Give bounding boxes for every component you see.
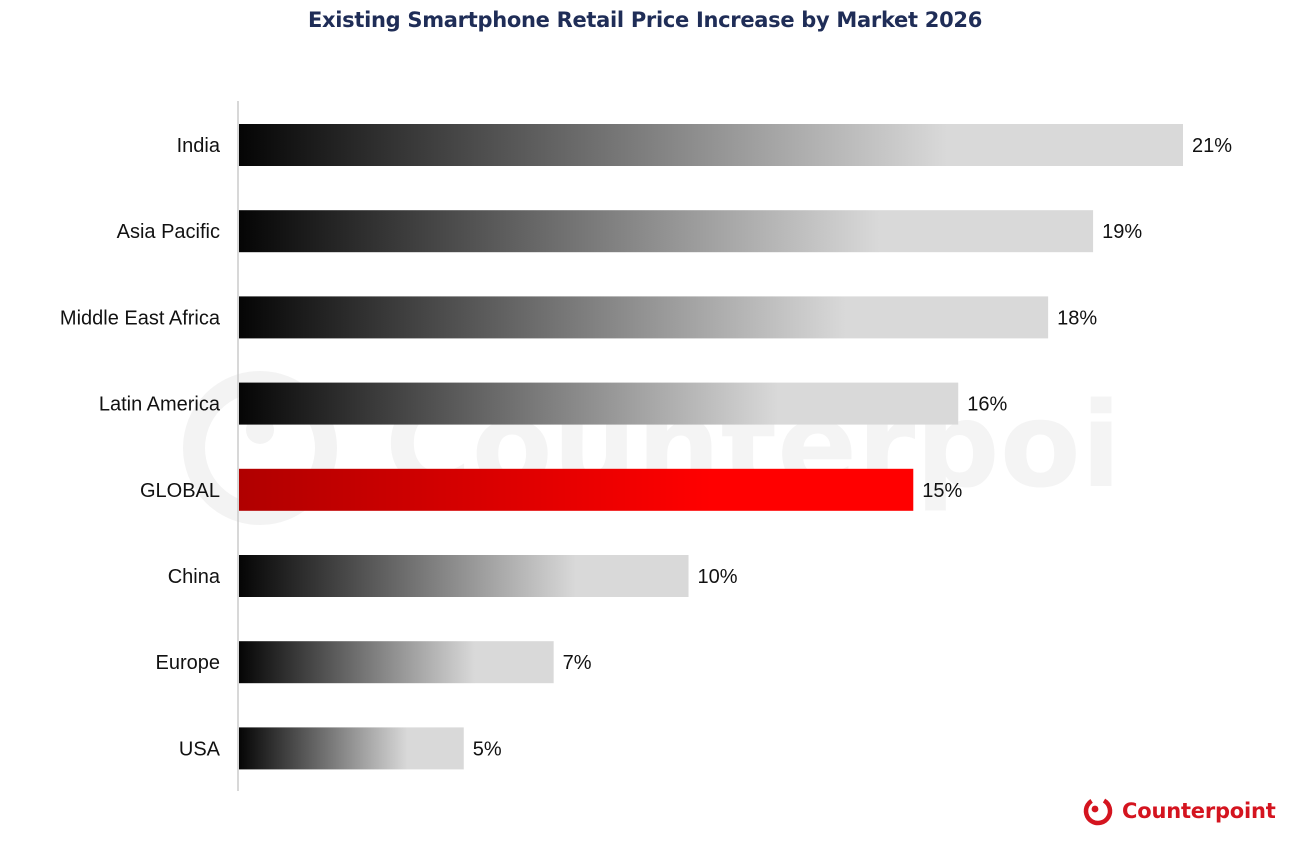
value-label: 19% [1102, 221, 1142, 243]
value-label: 18% [1057, 307, 1097, 329]
bar-europe [239, 641, 554, 684]
value-label: 21% [1192, 135, 1232, 157]
bar-india [239, 124, 1183, 166]
counterpoint-logo-icon [1083, 796, 1113, 826]
value-label: 10% [698, 566, 738, 588]
value-label: 15% [922, 480, 962, 502]
value-label: 5% [473, 738, 502, 760]
category-label: GLOBAL [140, 480, 220, 502]
category-label: Latin America [99, 394, 221, 416]
bar-china [239, 555, 689, 597]
category-label: Europe [156, 652, 221, 674]
category-label: China [168, 566, 221, 588]
brand-name: Counterpoint [1122, 799, 1276, 823]
bar-global [239, 468, 914, 511]
bar-middle-east-africa [239, 296, 1049, 339]
value-label: 16% [967, 394, 1007, 416]
category-label: USA [179, 738, 221, 760]
value-label: 7% [563, 652, 592, 674]
category-label: Asia Pacific [117, 221, 220, 243]
bar-latin-america [239, 382, 959, 425]
bar-asia-pacific [239, 210, 1094, 253]
category-label: Middle East Africa [60, 307, 221, 329]
bars-group: India 21% Asia Pacific 19% Middle East Afric… [60, 124, 1232, 770]
chart-title: Existing Smartphone Retail Price Increas… [307, 8, 983, 32]
bar-usa [239, 727, 464, 770]
brand-logo: Counterpoint [1082, 794, 1276, 828]
category-label: India [177, 135, 221, 157]
